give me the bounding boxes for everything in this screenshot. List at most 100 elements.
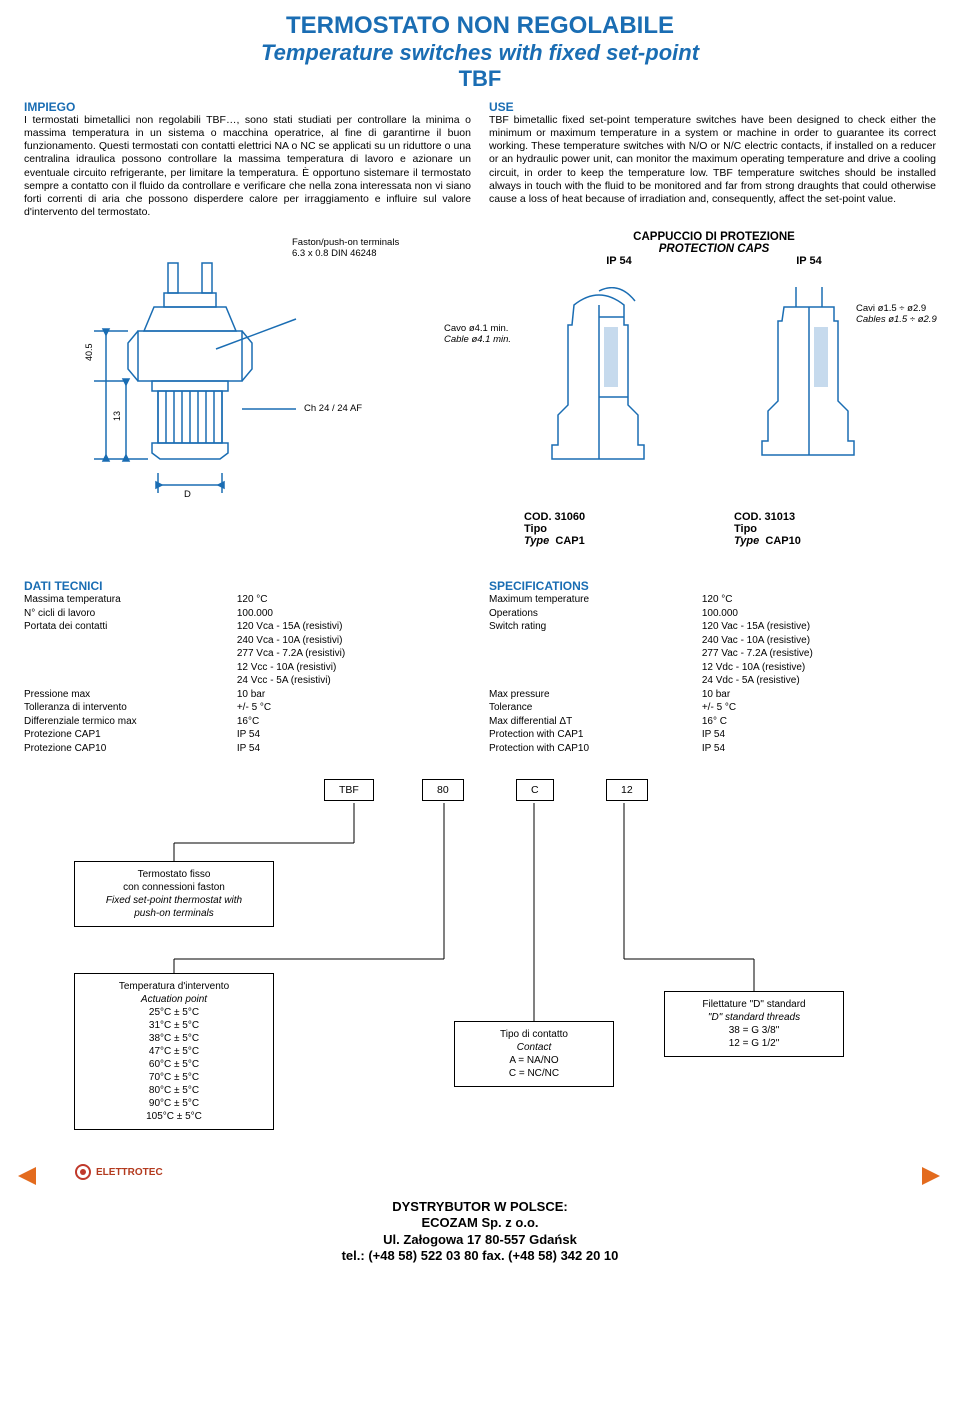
- actuation-value: 31°C ± 5°C: [85, 1019, 263, 1032]
- box3-l4: C = NC/NC: [465, 1067, 603, 1080]
- intro-columns: IMPIEGO I termostati bimetallici non reg…: [24, 100, 936, 219]
- spec-value: 10 bar: [237, 688, 471, 702]
- dati-head: DATI TECNICI: [24, 579, 471, 593]
- use-head: USE: [489, 100, 936, 114]
- spec-label: Protezione CAP10: [24, 742, 237, 756]
- spec-value: 24 Vdc - 5A (resistive): [702, 674, 936, 688]
- spec-label: [489, 647, 702, 661]
- footer-l2: ECOZAM Sp. z o.o.: [24, 1215, 936, 1231]
- use-text: TBF bimetallic fixed set-point temperatu…: [489, 114, 936, 206]
- d-label: D: [184, 489, 191, 500]
- caps-title-en: PROTECTION CAPS: [524, 243, 904, 255]
- box4-l4: 12 = G 1/2": [675, 1037, 833, 1050]
- spec-value: 24 Vcc - 5A (resistivi): [237, 674, 471, 688]
- title-code: TBF: [24, 66, 936, 92]
- footer-l4: tel.: (+48 58) 522 03 80 fax. (+48 58) 3…: [24, 1248, 936, 1264]
- box1-l1: Termostato fisso: [85, 868, 263, 881]
- spec-label: N° cicli di lavoro: [24, 607, 237, 621]
- spec-label: [24, 674, 237, 688]
- box3-l3: A = NA/NO: [465, 1054, 603, 1067]
- next-arrow-icon[interactable]: [922, 1167, 942, 1188]
- cap1-drawing: [514, 287, 684, 510]
- specs-col: SPECIFICATIONS Maximum temperature120 °C…: [489, 579, 936, 755]
- spec-label: Pressione max: [24, 688, 237, 702]
- box3-l1: Tipo di contatto: [465, 1028, 603, 1041]
- spec-value: IP 54: [702, 742, 936, 756]
- cod1: COD. 31060 Tipo Type CAP1: [524, 511, 585, 547]
- spec-value: 16°C: [237, 715, 471, 729]
- cavi-en: Cables ø1.5 ÷ ø2.9: [856, 314, 946, 325]
- spec-value: 120 Vca - 15A (resistivi): [237, 620, 471, 634]
- caps-title-block: CAPPUCCIO DI PROTEZIONE PROTECTION CAPS …: [524, 231, 904, 267]
- spec-value: 10 bar: [702, 688, 936, 702]
- cod2-val: CAP10: [765, 535, 800, 547]
- faston-label: Faston/push-on terminals 6.3 x 0.8 DIN 4…: [292, 237, 399, 259]
- dim-13: 13: [112, 411, 122, 421]
- spec-value: 12 Vdc - 10A (resistive): [702, 661, 936, 675]
- specs-head: SPECIFICATIONS: [489, 579, 936, 593]
- cod1-type: Type: [524, 535, 549, 547]
- spec-value: 277 Vca - 7.2A (resistivi): [237, 647, 471, 661]
- actuation-value: 60°C ± 5°C: [85, 1058, 263, 1071]
- box1-l4: push-on terminals: [85, 907, 263, 920]
- prev-arrow-icon[interactable]: [18, 1167, 38, 1188]
- ch-label: Ch 24 / 24 AF: [304, 403, 362, 414]
- diagrams-row: Faston/push-on terminals 6.3 x 0.8 DIN 4…: [24, 231, 936, 571]
- specs-row: DATI TECNICI Massima temperatura120 °CN°…: [24, 579, 936, 755]
- spec-value: 100.000: [702, 607, 936, 621]
- actuation-value: 105°C ± 5°C: [85, 1110, 263, 1123]
- spec-label: [24, 661, 237, 675]
- spec-value: +/- 5 °C: [237, 701, 471, 715]
- impiego-text: I termostati bimetallici non regolabili …: [24, 114, 471, 219]
- spec-value: 240 Vca - 10A (resistivi): [237, 634, 471, 648]
- cod2: COD. 31013 Tipo Type CAP10: [734, 511, 801, 547]
- spec-label: Protezione CAP1: [24, 728, 237, 742]
- box1-l2: con connessioni faston: [85, 881, 263, 894]
- order-box-3: Tipo di contatto Contact A = NA/NO C = N…: [454, 1021, 614, 1087]
- box3-l2: Contact: [465, 1041, 603, 1054]
- spec-value: 240 Vac - 10A (resistive): [702, 634, 936, 648]
- ordering-diagram: TBF 80 C 12 Termostato fisso con conness…: [24, 773, 936, 1193]
- cod1-val: CAP1: [555, 535, 584, 547]
- order-box-4: Filettature "D" standard "D" standard th…: [664, 991, 844, 1057]
- spec-label: Differenziale termico max: [24, 715, 237, 729]
- cod2-type: Type: [734, 535, 759, 547]
- spec-label: [489, 634, 702, 648]
- spec-value: 120 Vac - 15A (resistive): [702, 620, 936, 634]
- cod1-tipo: Tipo: [524, 523, 547, 535]
- box4-l1: Filettature "D" standard: [675, 998, 833, 1011]
- spec-label: Maximum temperature: [489, 593, 702, 607]
- actuation-value: 90°C ± 5°C: [85, 1097, 263, 1110]
- box4-l2: "D" standard threads: [675, 1011, 833, 1024]
- cavo-label: Cavo ø4.1 min. Cable ø4.1 min.: [444, 323, 511, 345]
- spec-value: IP 54: [237, 742, 471, 756]
- specs-table: Maximum temperature120 °COperations100.0…: [489, 593, 936, 755]
- box1-l3: Fixed set-point thermostat with: [85, 894, 263, 907]
- spec-label: Max differential ΔT: [489, 715, 702, 729]
- box2-head-en: Actuation point: [85, 993, 263, 1006]
- brand-logo: ELETTROTEC: [74, 1163, 163, 1181]
- actuation-value: 70°C ± 5°C: [85, 1071, 263, 1084]
- order-box-1: Termostato fisso con connessioni faston …: [74, 861, 274, 927]
- footer-l3: Ul. Załogowa 17 80-557 Gdańsk: [24, 1232, 936, 1248]
- main-drawing: [84, 259, 304, 542]
- spec-value: 100.000: [237, 607, 471, 621]
- title-sub: Temperature switches with fixed set-poin…: [24, 40, 936, 66]
- spec-label: Massima temperatura: [24, 593, 237, 607]
- spec-label: [489, 674, 702, 688]
- cod2-tipo: Tipo: [734, 523, 757, 535]
- faston-line1: Faston/push-on terminals: [292, 237, 399, 248]
- ip-left: IP 54: [606, 255, 632, 267]
- spec-label: [24, 634, 237, 648]
- spec-value: 120 °C: [237, 593, 471, 607]
- impiego-col: IMPIEGO I termostati bimetallici non reg…: [24, 100, 471, 219]
- caps-title-it: CAPPUCCIO DI PROTEZIONE: [524, 231, 904, 243]
- logo-text: ELETTROTEC: [96, 1167, 163, 1178]
- dim-405: 40.5: [84, 343, 94, 361]
- box2-vals: 25°C ± 5°C31°C ± 5°C38°C ± 5°C47°C ± 5°C…: [85, 1006, 263, 1123]
- code-cell-1: 80: [422, 779, 464, 801]
- spec-value: IP 54: [702, 728, 936, 742]
- spec-label: Switch rating: [489, 620, 702, 634]
- cavi-it: Cavi ø1.5 ÷ ø2.9: [856, 303, 946, 314]
- cod1-code: COD. 31060: [524, 511, 585, 523]
